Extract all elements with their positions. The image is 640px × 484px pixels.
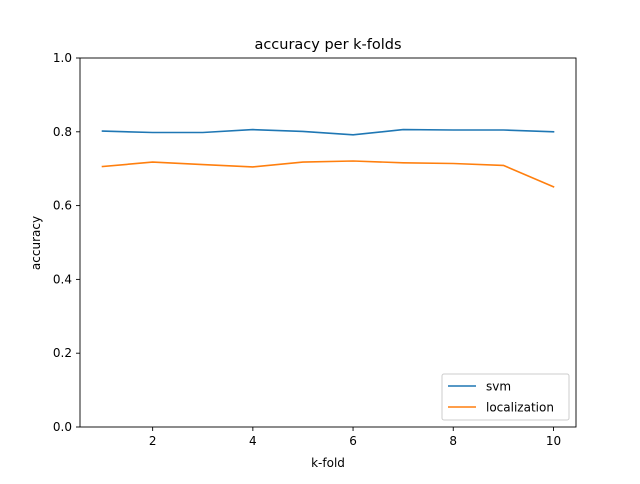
y-tick-label: 0.4 bbox=[53, 272, 72, 286]
legend-label-0: svm bbox=[486, 380, 511, 394]
x-tick-label: 4 bbox=[249, 434, 257, 448]
x-tick-label: 6 bbox=[349, 434, 357, 448]
legend-label-1: localization bbox=[486, 401, 554, 415]
x-axis-label: k-fold bbox=[311, 456, 345, 470]
plot-background bbox=[80, 58, 576, 427]
y-tick-label: 0.0 bbox=[53, 420, 72, 434]
plot-frame bbox=[79, 57, 577, 428]
series-line-0 bbox=[101, 128, 555, 136]
chart-title: accuracy per k-folds bbox=[254, 37, 401, 53]
x-tick-label: 10 bbox=[546, 434, 561, 448]
y-tick-label: 0.2 bbox=[53, 346, 72, 360]
y-tick-label: 1.0 bbox=[53, 51, 72, 65]
plot-area bbox=[79, 57, 577, 428]
series-line-1 bbox=[101, 160, 555, 188]
y-tick-label: 0.6 bbox=[53, 199, 72, 213]
y-axis: 0.0 0.2 0.4 0.6 0.8 1.0 bbox=[53, 51, 80, 434]
series-layer bbox=[101, 128, 555, 188]
y-axis-label: accuracy bbox=[29, 216, 43, 270]
legend: svm localization bbox=[441, 373, 570, 421]
x-tick-label: 8 bbox=[449, 434, 457, 448]
x-axis: 2 4 6 8 10 bbox=[149, 427, 561, 448]
x-tick-label: 2 bbox=[149, 434, 157, 448]
y-tick-label: 0.8 bbox=[53, 125, 72, 139]
